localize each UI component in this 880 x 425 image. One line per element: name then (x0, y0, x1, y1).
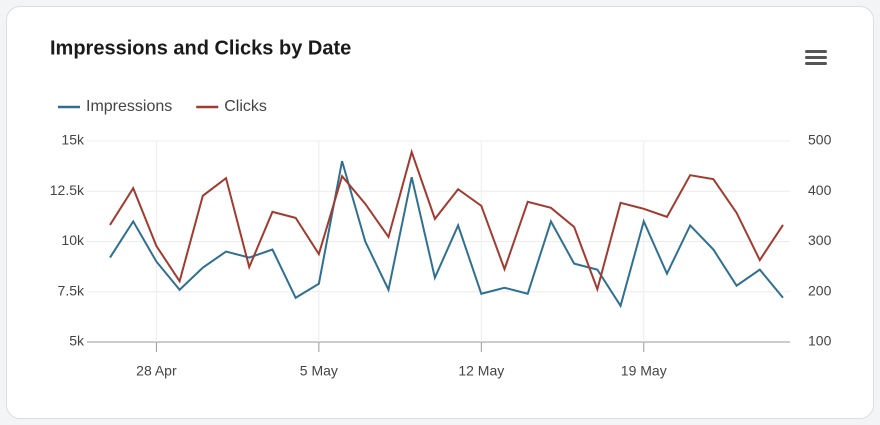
y-tick-label: 7.5k (58, 282, 85, 298)
y2-tick-label: 200 (808, 282, 832, 298)
x-tick-label: 19 May (621, 363, 667, 379)
y-tick-label: 5k (69, 333, 85, 349)
x-tick-label: 28 Apr (136, 363, 177, 379)
y-tick-label: 10k (61, 232, 85, 248)
legend-label: Clicks (224, 98, 267, 115)
menu-bar (805, 50, 827, 53)
menu-button[interactable] (805, 50, 827, 65)
menu-bar (805, 62, 827, 65)
series-line (109, 160, 784, 309)
legend-label: Impressions (86, 98, 172, 115)
y2-tick-label: 400 (808, 182, 832, 198)
x-tick-label: 12 May (458, 363, 504, 379)
y-tick-label: 12.5k (50, 182, 85, 198)
y2-tick-label: 500 (808, 132, 832, 148)
series-line (109, 148, 784, 293)
y2-tick-label: 300 (808, 232, 832, 248)
menu-bar (805, 56, 827, 59)
chart-title: Impressions and Clicks by Date (50, 37, 351, 59)
y-tick-label: 15k (61, 132, 85, 148)
y2-tick-label: 100 (808, 333, 832, 349)
x-tick-label: 5 May (300, 363, 338, 379)
